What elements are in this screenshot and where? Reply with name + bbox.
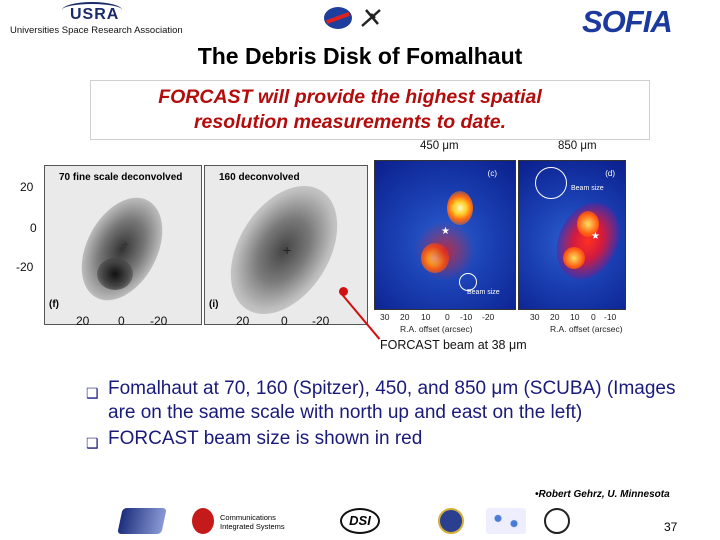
beam-circle-850: [535, 167, 567, 199]
bullet-item: ❑ Fomalhaut at 70, 160 (Spitzer), 450, a…: [86, 377, 686, 424]
blue-tick-30-b: 30: [530, 312, 540, 322]
star-marker-icon: ★: [441, 226, 450, 237]
scuba-850-north-lobe: [577, 211, 599, 237]
panel-letter-c: (c): [487, 169, 497, 178]
spitzer-70-peak: [97, 258, 133, 290]
blue-tick-20-b: 20: [550, 312, 560, 322]
nasa-logo-icon: [324, 7, 352, 29]
blue-left-header: 450 μm: [420, 140, 459, 152]
panel-letter-f: (f): [49, 299, 59, 310]
y-tick-minus20: -20: [16, 260, 34, 274]
callout-line-2: resolution measurements to date.: [193, 111, 507, 133]
blue-tick-0: 0: [445, 312, 450, 322]
l3-text: Communications Integrated Systems: [220, 513, 285, 531]
beam-size-label-450: Beam size: [467, 289, 500, 296]
star-position-cross: +: [121, 236, 130, 252]
callout-box: [90, 80, 650, 140]
bullet-text-1: Fomalhaut at 70, 160 (Spitzer), 450, and…: [108, 378, 676, 423]
blue-x-axis-label-2: R.A. offset (arcsec): [550, 324, 623, 334]
scuba-850-emission: [544, 192, 625, 290]
scuba-450-panel: (c) ★ Beam size: [374, 160, 516, 310]
forcast-beam-label: FORCAST beam at 38 μm: [380, 338, 527, 352]
usra-subtitle: Universities Space Research Association: [10, 25, 183, 36]
blue-right-header: 850 μm: [558, 140, 597, 152]
dsi-logo: DSI: [340, 508, 380, 534]
blue-tick-20: 20: [400, 312, 410, 322]
consortium-logo-icon: [486, 508, 526, 534]
slide-title: The Debris Disk of Fomalhaut: [197, 43, 523, 69]
beam-size-label-850: Beam size: [571, 185, 604, 192]
beam-circle-450: [459, 273, 477, 291]
panel-label-160: 160 deconvolved: [219, 172, 300, 183]
blue-tick-minus20: -20: [482, 312, 495, 322]
sofia-logo: SOFIA: [582, 4, 673, 39]
blue-tick-minus10: -10: [460, 312, 473, 322]
blue-tick-30: 30: [380, 312, 390, 322]
scuba-850-south-lobe: [563, 247, 585, 269]
star-position-cross-2: +: [283, 242, 292, 258]
y-tick-0: 0: [30, 221, 37, 235]
bullet-item: ❑ FORCAST beam size is shown in red: [86, 427, 508, 451]
image-credit: •Robert Gehrz, U. Minnesota: [535, 489, 670, 500]
bullet-list: ❑ Fomalhaut at 70, 160 (Spitzer), 450, a…: [86, 377, 686, 454]
x-tick-left-20: 20: [76, 314, 90, 328]
panel-letter-d: (d): [605, 169, 615, 178]
university-seal-icon: [544, 508, 570, 534]
callout-line-1: FORCAST will provide the highest spatial: [158, 86, 542, 108]
scuba-450-ridge: [415, 221, 475, 281]
forcast-beam-dot: [339, 287, 348, 296]
scuba-450-north-lobe: [447, 191, 473, 225]
x-tick-right-0: 0: [281, 314, 288, 328]
scuba-850-panel: (d) Beam size ★: [518, 160, 626, 310]
blue-x-axis-label: R.A. offset (arcsec): [400, 324, 473, 334]
l3-line-2: Integrated Systems: [220, 522, 285, 531]
dlr-logo-icon: [361, 9, 381, 27]
blue-tick-10: 10: [421, 312, 431, 322]
x-tick-left-0: 0: [118, 314, 125, 328]
callout-text: FORCAST will provide the highest spatial…: [90, 85, 610, 135]
seal-logo-icon: [438, 508, 464, 534]
bullet-checkbox-icon: ❑: [86, 435, 99, 451]
spitzer-70-panel: 70 fine scale deconvolved + (f): [44, 165, 202, 325]
blue-tick-0-b: 0: [591, 312, 596, 322]
x-tick-right-minus20: -20: [312, 314, 330, 328]
usra-logo-arc: [62, 2, 122, 18]
panel-label-70: 70 fine scale deconvolved: [59, 172, 183, 183]
page-number: 37: [664, 520, 678, 534]
x-tick-right-20: 20: [236, 314, 250, 328]
blue-tick-10-b: 10: [570, 312, 580, 322]
usra-logo: USRA: [70, 6, 120, 23]
l3-line-1: Communications: [220, 513, 276, 522]
panel-letter-i: (i): [209, 299, 219, 310]
bullet-checkbox-icon: ❑: [86, 385, 99, 401]
blue-tick-minus10-b: -10: [604, 312, 617, 322]
spitzer-160-panel: 160 deconvolved + (i): [204, 165, 368, 325]
x-tick-left-minus20: -20: [150, 314, 168, 328]
bullet-text-2: FORCAST beam size is shown in red: [108, 428, 423, 449]
l3-logo-icon: [192, 508, 214, 534]
nsf-logo-icon: [117, 508, 167, 534]
y-tick-20: 20: [20, 180, 34, 194]
star-marker-icon: ★: [591, 231, 600, 242]
